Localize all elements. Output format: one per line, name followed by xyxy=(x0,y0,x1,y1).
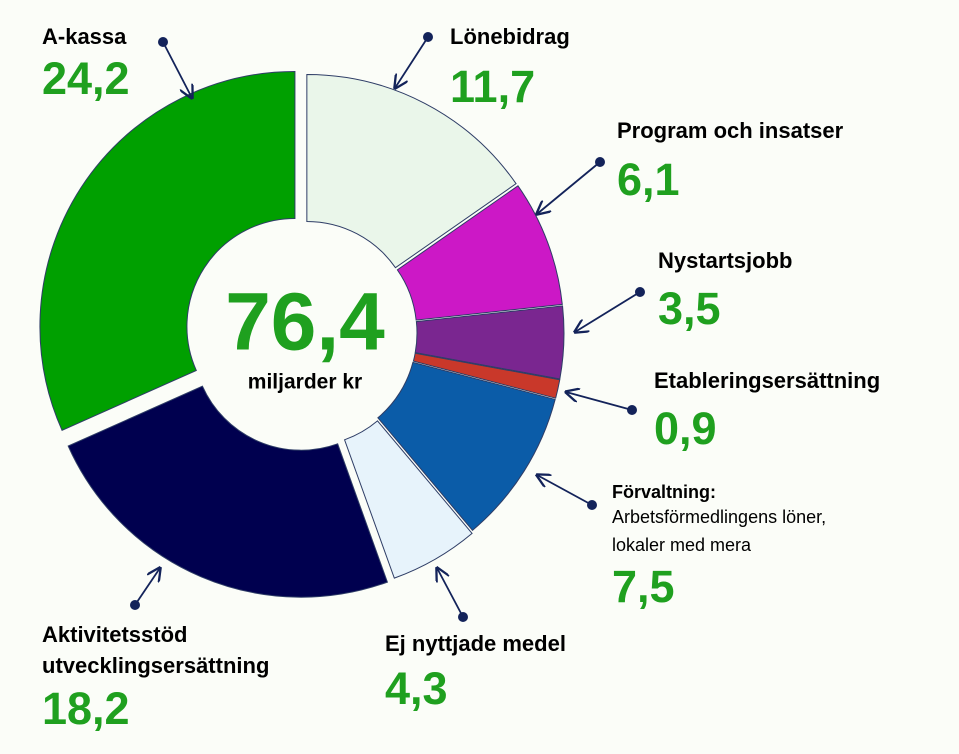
slice-value: 6,1 xyxy=(617,154,680,205)
slice-value: 4,3 xyxy=(385,663,448,714)
donut-slice xyxy=(412,352,561,399)
slice-name: A-kassa xyxy=(42,24,127,49)
leader-dot xyxy=(627,405,637,415)
donut-slice xyxy=(306,73,517,269)
donut-slice xyxy=(377,361,556,532)
slice-name: Lönebidrag xyxy=(450,24,570,49)
slice-name: Förvaltning: xyxy=(612,482,716,502)
leader-dot xyxy=(130,600,140,610)
leader-dot xyxy=(595,157,605,167)
slice-name: Aktivitetsstöd utvecklingsersättning xyxy=(42,622,269,678)
leader-dot xyxy=(458,612,468,622)
center-total: 76,4 xyxy=(225,277,385,368)
donut-slice xyxy=(343,420,473,579)
leader-arrow xyxy=(537,161,601,214)
leader-dot xyxy=(635,287,645,297)
donut-slice xyxy=(396,185,563,321)
donut-slice xyxy=(414,305,565,380)
leader-arrow xyxy=(395,36,429,88)
donut xyxy=(39,70,565,598)
slice-name: Etableringsersättning xyxy=(654,368,880,393)
leader-arrow xyxy=(575,291,641,332)
leader-dot xyxy=(423,32,433,42)
slice-value: 18,2 xyxy=(42,683,130,734)
slice-value: 11,7 xyxy=(450,61,535,112)
slice-value: 3,5 xyxy=(658,283,721,334)
donut-slice xyxy=(67,385,389,598)
leader-arrow xyxy=(566,392,633,411)
slice-value: 24,2 xyxy=(42,53,130,104)
slice-value: 0,9 xyxy=(654,403,717,454)
donut-slice xyxy=(39,70,296,431)
slice-name: Program och insatser xyxy=(617,118,844,143)
leader-arrow xyxy=(537,475,593,506)
center-unit: miljarder kr xyxy=(248,371,362,394)
slice-name: Nystartsjobb xyxy=(658,248,792,273)
leader-arrow xyxy=(134,568,160,606)
slice-note: Arbetsförmedlingens löner, lokaler med me… xyxy=(612,507,826,555)
leader-dot xyxy=(587,500,597,510)
slice-name: Ej nyttjade medel xyxy=(385,631,566,656)
leader-dot xyxy=(158,37,168,47)
leader-arrow xyxy=(437,568,464,618)
leader-arrow xyxy=(162,41,192,98)
slice-value: 7,5 xyxy=(612,561,675,612)
